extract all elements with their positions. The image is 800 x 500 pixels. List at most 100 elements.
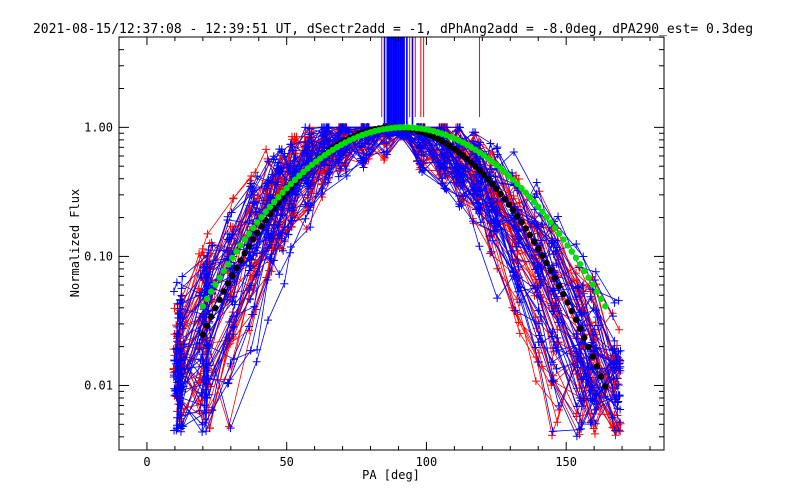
blue-group-marker-37-18 (472, 154, 481, 163)
blue-group-marker-18-19 (487, 247, 496, 256)
blue-group-marker-2-19 (492, 144, 501, 153)
y-tick-label-1: 0.10 (84, 249, 113, 263)
blue-group-marker-24-20 (513, 256, 522, 265)
blue-group-marker-37-17 (455, 123, 464, 132)
blue-group-marker-26-19 (486, 231, 495, 240)
blue-group-marker-13-9 (306, 223, 315, 232)
blue-group-marker-37-2 (200, 262, 209, 271)
blue-group-marker-18-7 (280, 235, 289, 244)
blue-group-marker-30-5 (248, 310, 257, 319)
fit-black-point (576, 325, 584, 332)
blue-group-marker-31-4 (225, 317, 234, 326)
blue-group-marker-38-8 (288, 206, 297, 215)
blue-group-marker-20-25 (610, 336, 619, 345)
blue-group-marker-38-2 (200, 359, 209, 368)
blue-group-marker-26-22 (547, 376, 556, 385)
blue-group-marker-38-0 (172, 424, 181, 433)
fit-black-point (254, 229, 261, 237)
blue-group-marker-30-18 (475, 242, 484, 251)
blue-group-marker-22-5 (247, 179, 256, 188)
blue-group-marker-18-22 (554, 401, 563, 410)
blue-group-marker-38-21 (536, 312, 545, 321)
fit-green-point (581, 267, 588, 275)
fit-black-point (539, 252, 546, 259)
x-tick-label-1: 50 (279, 455, 293, 469)
blue-group-marker-39-4 (226, 247, 235, 256)
fit-green-point (228, 254, 236, 262)
fit-black-point (501, 195, 508, 203)
blue-group-marker-18-2 (198, 350, 207, 359)
blue-group-marker-13-5 (252, 357, 261, 366)
blue-group-marker-2-25 (610, 298, 619, 307)
blue-group-marker-33-25 (611, 349, 620, 358)
blue-group-marker-38-16 (440, 184, 449, 193)
fit-black-point (572, 316, 580, 323)
fit-black-point (488, 180, 496, 188)
blue-group-marker-14-1 (173, 413, 182, 422)
blue-group-marker-31-0 (171, 390, 180, 399)
blue-group-marker-35-10 (321, 136, 330, 145)
fit-green-point (509, 176, 517, 184)
blue-group-marker-36-2 (199, 263, 208, 272)
blue-group-marker-14-18 (475, 209, 484, 218)
x-tick-label-3: 150 (555, 455, 577, 469)
blue-group-line-26 (179, 126, 618, 438)
red-group-line-26 (178, 128, 616, 399)
blue-group-marker-27-4 (223, 379, 232, 388)
fit-black-point (581, 334, 588, 341)
blue-group-marker-10-25 (614, 380, 623, 389)
fit-green-point (254, 219, 261, 226)
blue-group-marker-34-4 (223, 215, 232, 224)
blue-group-marker-37-16 (440, 158, 449, 167)
blue-group-marker-30-19 (493, 294, 502, 303)
fit-green-point (220, 267, 228, 275)
blue-group-marker-28-6 (262, 236, 271, 245)
blue-group-marker-39-17 (455, 173, 464, 182)
blue-group-marker-21-5 (246, 295, 255, 304)
red-group-marker-26-13 (380, 156, 389, 165)
blue-group-marker-37-9 (306, 178, 315, 187)
fit-black-point (249, 236, 257, 243)
blue-group-marker-21-3 (203, 380, 212, 389)
blue-group-marker-30-4 (226, 359, 235, 368)
blue-group-marker-24-7 (273, 180, 282, 189)
fit-black-point (480, 171, 487, 178)
blue-group-marker-29-23 (575, 308, 584, 317)
blue-group-marker-0-19 (486, 139, 495, 148)
blue-group-marker-32-9 (303, 191, 312, 200)
red-group-marker-6-23 (579, 280, 588, 289)
fit-black-point (530, 238, 538, 245)
fit-black-point (463, 155, 471, 163)
blue-group-marker-28-2 (194, 327, 203, 336)
blue-group-marker-39-2 (195, 338, 204, 347)
blue-group-marker-33-5 (249, 184, 258, 193)
blue-group-marker-31-20 (514, 239, 523, 248)
blue-group-marker-36-22 (553, 292, 562, 301)
fit-green-point (602, 303, 609, 310)
blue-group-line-27 (175, 126, 616, 431)
blue-group-marker-18-8 (284, 230, 293, 239)
fit-black-point (203, 322, 211, 329)
blue-group-marker-38-20 (509, 267, 518, 276)
blue-group-marker-30-20 (509, 272, 518, 281)
blue-group-line-14 (176, 126, 615, 430)
blue-group-marker-14-7 (279, 246, 288, 255)
red-group-marker-29-21 (537, 362, 546, 371)
fit-green-point (262, 208, 269, 216)
red-group-marker-4-4 (224, 422, 233, 431)
blue-group-marker-33-10 (318, 128, 327, 137)
red-group-marker-35-4 (226, 222, 235, 231)
blue-group-marker-29-25 (609, 358, 618, 367)
blue-group-marker-6-3 (204, 246, 213, 255)
blue-group-marker-18-21 (534, 319, 543, 328)
blue-group-marker-33-0 (169, 287, 178, 296)
blue-group-marker-21-4 (228, 323, 237, 332)
blue-group-marker-39-21 (537, 263, 546, 272)
red-group-marker-3-24 (590, 429, 599, 438)
blue-group-marker-27-25 (610, 426, 619, 435)
blue-group-marker-22-20 (509, 147, 518, 156)
fit-black-point (199, 331, 207, 338)
fit-green-point (539, 208, 546, 216)
blue-group-marker-37-5 (245, 216, 254, 225)
